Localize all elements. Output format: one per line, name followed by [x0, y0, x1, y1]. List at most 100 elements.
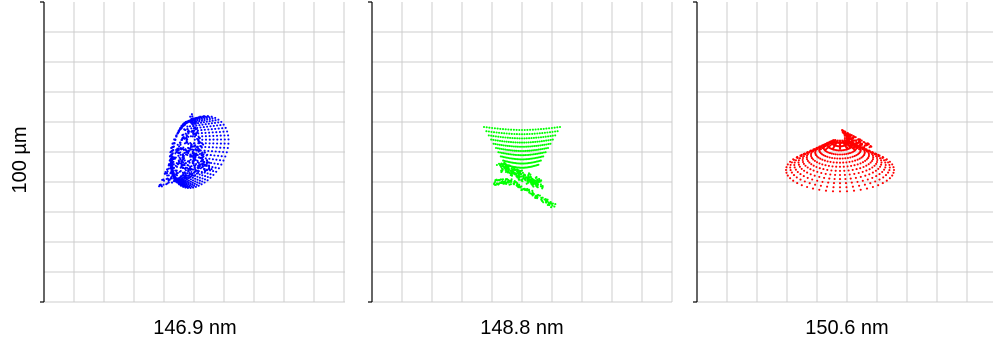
data-point [521, 169, 523, 171]
data-point [880, 159, 882, 161]
data-point [504, 136, 506, 138]
data-point [206, 165, 208, 167]
data-point [172, 161, 174, 163]
data-point [190, 171, 192, 173]
data-point [542, 197, 544, 199]
data-point [802, 161, 804, 163]
data-point [215, 159, 217, 161]
data-point [544, 132, 546, 134]
data-point [178, 145, 180, 147]
data-point [204, 132, 206, 134]
data-point [861, 143, 863, 145]
data-point [549, 143, 551, 145]
data-point [204, 129, 206, 131]
data-point [859, 158, 861, 160]
data-point [184, 124, 186, 126]
data-point [203, 126, 205, 128]
data-point [785, 172, 787, 174]
data-point [845, 141, 847, 143]
data-point [814, 184, 816, 186]
data-point [868, 173, 870, 175]
data-point [219, 124, 221, 126]
data-point [515, 146, 517, 148]
data-point [875, 170, 877, 172]
data-point [178, 160, 180, 162]
data-point [186, 172, 188, 174]
data-point [497, 140, 499, 142]
data-point [876, 157, 878, 159]
data-point [175, 134, 177, 136]
data-point [892, 166, 894, 168]
data-point [532, 141, 534, 143]
data-point [887, 172, 889, 174]
data-point [187, 170, 189, 172]
data-point [221, 127, 223, 129]
data-point [206, 163, 208, 165]
data-point [872, 186, 874, 188]
data-point [214, 122, 216, 124]
data-point [182, 161, 184, 163]
data-point [825, 148, 827, 150]
data-point [196, 184, 198, 186]
data-point [215, 131, 217, 133]
data-point [536, 196, 538, 198]
data-point [194, 167, 196, 169]
data-point [882, 182, 884, 184]
data-point [849, 133, 851, 135]
grid-3 [697, 2, 993, 302]
data-point [201, 183, 203, 185]
data-point [220, 121, 222, 123]
data-point [193, 185, 195, 187]
data-point [190, 181, 192, 183]
data-point [227, 134, 229, 136]
data-point [497, 128, 499, 130]
data-point [219, 131, 221, 133]
data-point [535, 137, 537, 139]
data-point [848, 169, 850, 171]
data-point [540, 136, 542, 138]
data-point [806, 156, 808, 158]
data-point [195, 125, 197, 127]
data-point [870, 162, 872, 164]
x-axis-label-1: 146.9 nm [153, 317, 236, 339]
data-point [532, 183, 534, 185]
data-point [506, 149, 508, 151]
data-point [508, 133, 510, 135]
data-point [223, 147, 225, 149]
data-point [832, 190, 834, 192]
data-point [208, 168, 210, 170]
data-point [195, 186, 197, 188]
data-point [787, 175, 789, 177]
data-point [527, 175, 529, 177]
data-point [556, 126, 558, 128]
data-point [554, 130, 556, 132]
data-point [526, 177, 528, 179]
data-point [488, 134, 490, 136]
data-point [209, 120, 211, 122]
data-point [862, 171, 864, 173]
data-point [526, 129, 528, 131]
data-point [813, 170, 815, 172]
data-point [205, 116, 207, 118]
data-point [826, 169, 828, 171]
data-point [852, 137, 854, 139]
data-point [845, 161, 847, 163]
data-point [211, 116, 213, 118]
data-point [529, 180, 531, 182]
data-point [182, 186, 184, 188]
data-point [858, 172, 860, 174]
data-point [162, 184, 164, 186]
data-point [846, 165, 848, 167]
data-point [789, 166, 791, 168]
data-point [208, 123, 210, 125]
data-point [539, 195, 541, 197]
data-point [822, 168, 824, 170]
data-point [500, 165, 502, 167]
data-point [818, 189, 820, 191]
data-point [200, 129, 202, 131]
data-point [872, 172, 874, 174]
data-point [174, 176, 176, 178]
data-point [865, 165, 867, 167]
data-point [825, 173, 827, 175]
data-point [869, 168, 871, 170]
